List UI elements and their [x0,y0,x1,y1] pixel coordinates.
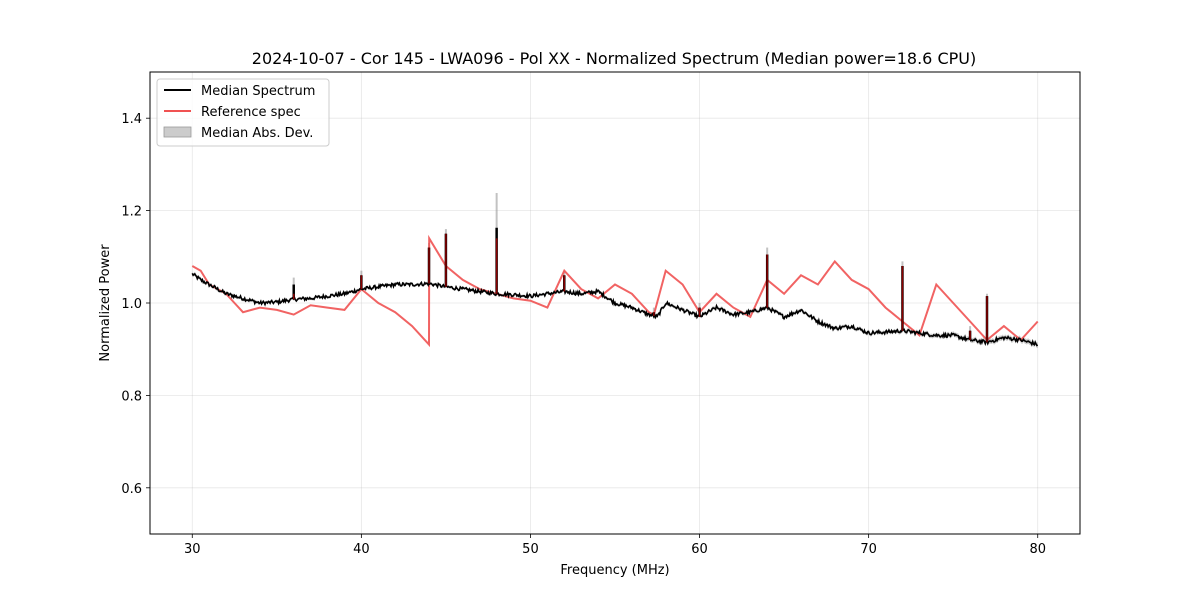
mad-band [192,271,1038,349]
y-tick-label: 1.4 [121,112,142,127]
median-spectrum-line [191,272,1039,347]
x-tick: 60 [691,534,708,557]
y-tick: 1.2 [121,205,150,220]
y-axis: 0.6 0.8 1.0 1.2 1.4 [121,112,150,497]
x-tick-label: 70 [860,542,877,557]
legend-median-label: Median Spectrum [201,84,315,99]
legend-frame [156,78,330,147]
y-tick: 1.0 [121,297,150,312]
x-tick: 80 [1029,534,1046,557]
legend-reference-label: Reference spec [201,105,301,120]
x-tick: 50 [522,534,539,557]
plot-area [191,193,1039,349]
x-tick: 70 [860,534,877,557]
y-tick-label: 1.2 [121,205,142,220]
legend-mad-swatch [163,126,192,138]
y-tick: 1.4 [121,112,150,127]
legend: Median Spectrum Reference spec Median Ab… [156,78,330,147]
legend-mad-label: Median Abs. Dev. [201,126,313,141]
x-tick-label: 30 [184,542,201,557]
y-tick-label: 0.6 [121,482,142,497]
x-tick-label: 80 [1029,542,1046,557]
x-axis-label: Frequency (MHz) [560,563,669,578]
y-tick-label: 0.8 [121,389,142,404]
reference-spectrum-line [191,234,1039,348]
x-tick: 30 [184,534,201,557]
chart-title: 2024-10-07 - Cor 145 - LWA096 - Pol XX -… [252,49,976,68]
x-tick-label: 60 [691,542,708,557]
x-tick-label: 40 [353,542,370,557]
y-tick: 0.8 [121,389,150,404]
x-tick: 40 [353,534,370,557]
x-tick-label: 50 [522,542,539,557]
y-axis-label: Normalized Power [98,244,113,362]
y-tick-label: 1.0 [121,297,142,312]
x-axis: 30 40 50 60 70 80 [184,534,1046,557]
y-tick: 0.6 [121,482,150,497]
